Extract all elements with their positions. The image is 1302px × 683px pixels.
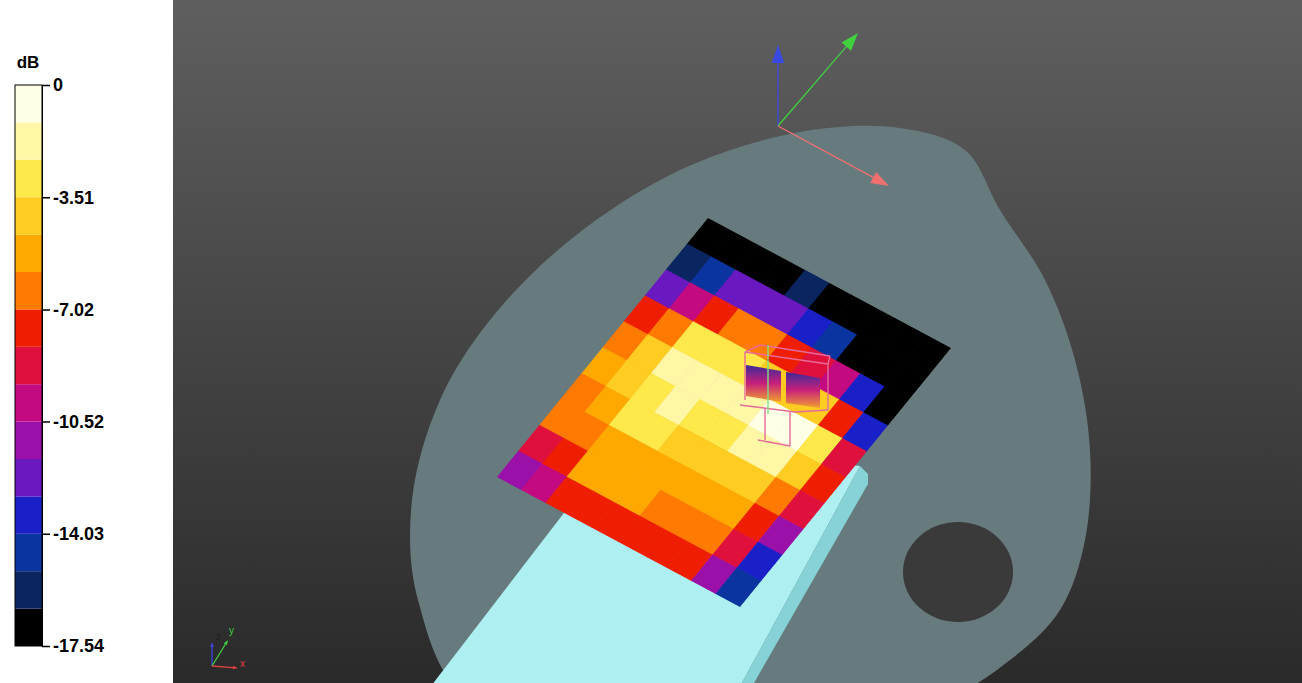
z-arrow-head xyxy=(772,45,785,63)
colorbar-band xyxy=(15,235,42,272)
tick-label: -14.03 xyxy=(53,524,104,544)
z-arrow xyxy=(211,647,212,666)
colorbar-band xyxy=(15,384,42,421)
tick-label: -10.52 xyxy=(53,412,104,432)
heatmap xyxy=(497,218,951,607)
colorbar-band xyxy=(15,160,42,197)
tick: -17.54 xyxy=(42,636,104,656)
y-arrow xyxy=(778,47,846,126)
antenna-wire xyxy=(795,410,828,412)
colorbar-band xyxy=(15,272,42,309)
figure: zy x 0 -3.51 -7.02 -10.52 -14.03 -17.54 dB xyxy=(0,0,1302,683)
colorbar-title: dB xyxy=(17,53,40,72)
tick: -3.51 xyxy=(42,188,94,208)
tick-mark xyxy=(42,197,50,199)
antenna-wire xyxy=(758,440,790,446)
colorbar: 0 -3.51 -7.02 -10.52 -14.03 -17.54 dB xyxy=(15,53,104,656)
x-arrow-head xyxy=(870,172,889,186)
tick-mark xyxy=(42,421,50,423)
colorbar-band xyxy=(15,609,42,646)
z-arrow xyxy=(777,63,778,126)
colorbar-band xyxy=(15,571,42,608)
x-arrow xyxy=(778,126,873,177)
colorbar-band xyxy=(15,347,42,384)
tick-mark xyxy=(42,533,50,535)
z-arrow-head xyxy=(210,642,214,647)
axis-line xyxy=(43,86,51,647)
colorbar-axis: 0 -3.51 -7.02 -10.52 -14.03 -17.54 xyxy=(42,75,104,656)
tick: -10.52 xyxy=(42,412,104,432)
axis-triad xyxy=(772,33,889,186)
y-arrow-head xyxy=(224,640,228,645)
colorbar-band xyxy=(15,459,42,496)
antenna-wire xyxy=(789,412,790,446)
tick-label: -7.02 xyxy=(53,300,94,320)
colorbar-band xyxy=(15,496,42,533)
y-arrow-head xyxy=(841,33,858,51)
head-phantom xyxy=(410,126,1091,683)
tick: 0 xyxy=(42,75,63,95)
antenna-wire xyxy=(764,408,765,440)
scan-plane xyxy=(497,218,951,607)
x-arrow-head xyxy=(233,666,238,669)
antenna-wire xyxy=(744,352,745,400)
colorbar-band xyxy=(15,197,42,234)
antenna-wire xyxy=(827,364,828,410)
phone xyxy=(428,440,860,683)
antenna-wire xyxy=(760,345,830,356)
triad-label: x xyxy=(240,658,245,669)
colorbar-band xyxy=(15,85,42,122)
triad-label: y xyxy=(229,625,234,636)
legend-panel xyxy=(0,0,173,683)
antenna-wire xyxy=(828,356,830,364)
tick-mark xyxy=(42,85,50,87)
tick: -14.03 xyxy=(42,524,104,544)
tick-mark xyxy=(42,646,50,648)
mini-triad: zy x xyxy=(210,625,245,669)
colorbar-band xyxy=(15,534,42,571)
colorbar-band xyxy=(15,122,42,159)
tick-label: -17.54 xyxy=(53,636,104,656)
antenna-wire xyxy=(745,345,760,352)
viewport xyxy=(173,0,1302,683)
tick-mark xyxy=(42,309,50,311)
colorbar-band xyxy=(15,422,42,459)
triad-label: z xyxy=(216,631,221,642)
ear xyxy=(903,522,1013,622)
antenna-panel xyxy=(746,365,781,402)
antenna-panel xyxy=(786,372,820,408)
colorbar-frame xyxy=(15,85,42,646)
x-arrow xyxy=(212,666,233,668)
heat-cell xyxy=(716,568,761,607)
antenna xyxy=(740,345,830,446)
y-arrow xyxy=(212,644,225,666)
tick-label: -3.51 xyxy=(53,188,94,208)
tick-label: 0 xyxy=(53,75,63,95)
tick: -7.02 xyxy=(42,300,94,320)
feed-line xyxy=(767,345,768,414)
colorbar-band xyxy=(15,309,42,346)
